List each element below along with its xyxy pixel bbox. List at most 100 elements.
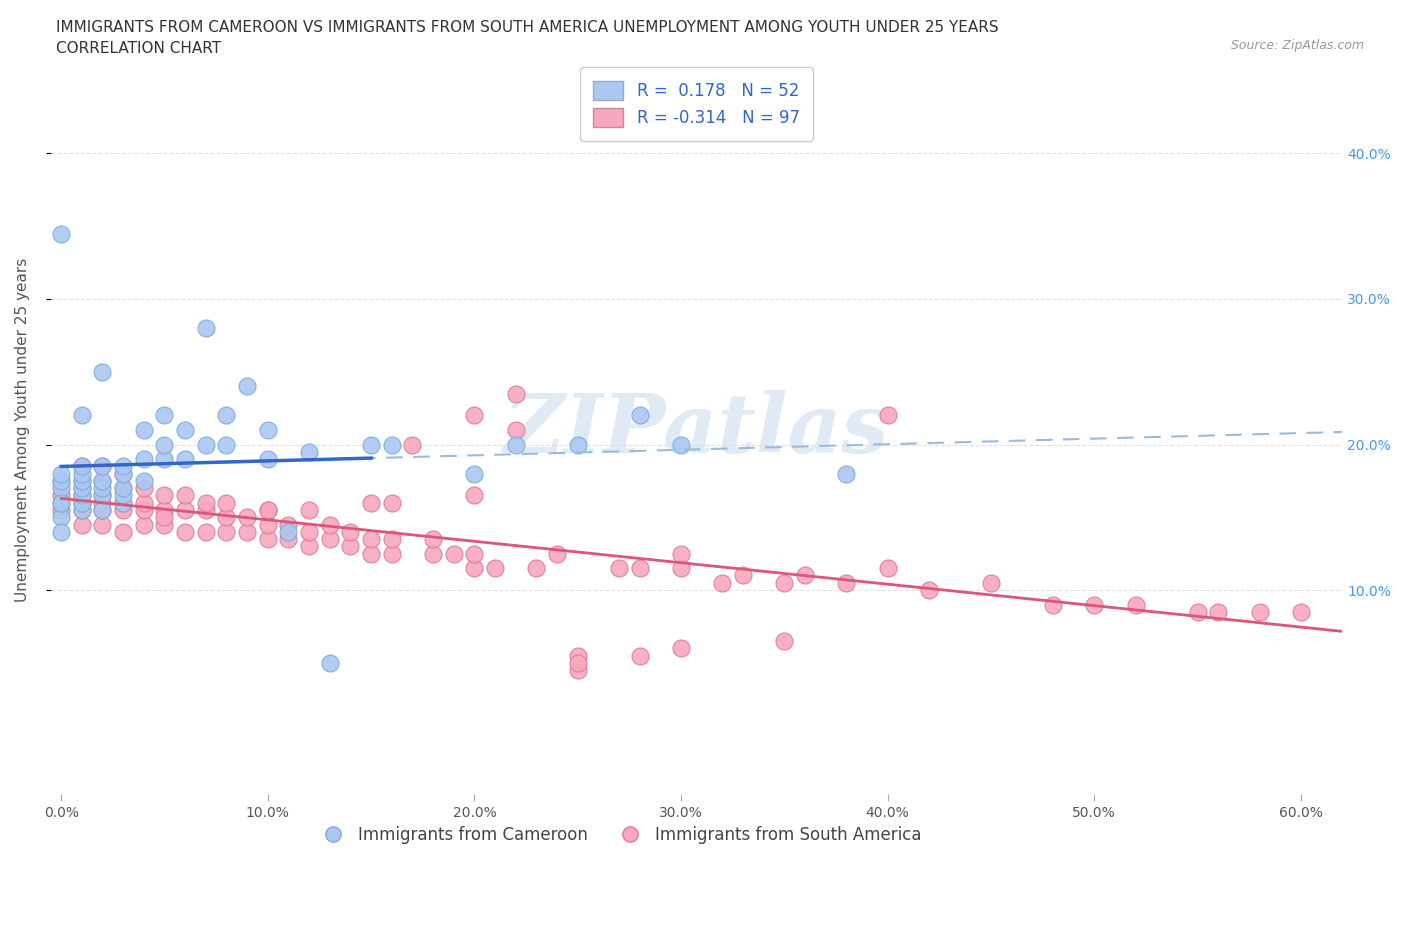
Point bbox=[51, 496, 73, 511]
Point bbox=[381, 437, 404, 452]
Point bbox=[112, 488, 135, 503]
Point bbox=[236, 510, 259, 525]
Point bbox=[1206, 604, 1229, 619]
Point bbox=[153, 437, 176, 452]
Point bbox=[51, 496, 73, 511]
Point bbox=[381, 496, 404, 511]
Point bbox=[711, 576, 734, 591]
Point bbox=[1289, 604, 1312, 619]
Point bbox=[1249, 604, 1271, 619]
Text: ZIPatlas: ZIPatlas bbox=[503, 390, 890, 470]
Point bbox=[132, 452, 155, 467]
Point bbox=[91, 496, 114, 511]
Point bbox=[215, 437, 238, 452]
Point bbox=[422, 546, 444, 561]
Point bbox=[174, 502, 197, 517]
Point bbox=[132, 496, 155, 511]
Point bbox=[567, 656, 589, 671]
Point bbox=[339, 539, 361, 554]
Point bbox=[628, 408, 651, 423]
Point bbox=[70, 502, 93, 517]
Point bbox=[669, 561, 692, 576]
Point bbox=[256, 452, 278, 467]
Point bbox=[194, 437, 217, 452]
Point bbox=[91, 517, 114, 532]
Point bbox=[401, 437, 423, 452]
Point bbox=[70, 488, 93, 503]
Point bbox=[112, 458, 135, 473]
Point bbox=[112, 466, 135, 481]
Point bbox=[277, 525, 299, 539]
Point bbox=[628, 561, 651, 576]
Point bbox=[505, 386, 527, 401]
Point bbox=[215, 496, 238, 511]
Point bbox=[669, 641, 692, 656]
Point bbox=[319, 656, 342, 671]
Point bbox=[70, 481, 93, 496]
Point bbox=[174, 525, 197, 539]
Point bbox=[51, 473, 73, 488]
Point bbox=[132, 422, 155, 437]
Point bbox=[669, 546, 692, 561]
Point bbox=[70, 496, 93, 511]
Point bbox=[546, 546, 568, 561]
Point bbox=[51, 488, 73, 503]
Point bbox=[91, 458, 114, 473]
Point bbox=[51, 502, 73, 517]
Point bbox=[51, 466, 73, 481]
Point bbox=[132, 517, 155, 532]
Point bbox=[256, 532, 278, 547]
Point bbox=[51, 473, 73, 488]
Point bbox=[319, 517, 342, 532]
Point bbox=[51, 510, 73, 525]
Text: IMMIGRANTS FROM CAMEROON VS IMMIGRANTS FROM SOUTH AMERICA UNEMPLOYMENT AMONG YOU: IMMIGRANTS FROM CAMEROON VS IMMIGRANTS F… bbox=[56, 20, 998, 35]
Point bbox=[112, 502, 135, 517]
Point bbox=[277, 532, 299, 547]
Point bbox=[980, 576, 1002, 591]
Point bbox=[174, 452, 197, 467]
Point bbox=[70, 488, 93, 503]
Point bbox=[381, 546, 404, 561]
Point bbox=[835, 576, 858, 591]
Point bbox=[51, 226, 73, 241]
Point bbox=[70, 481, 93, 496]
Point bbox=[174, 488, 197, 503]
Point bbox=[505, 437, 527, 452]
Point bbox=[876, 561, 898, 576]
Point bbox=[918, 582, 941, 597]
Y-axis label: Unemployment Among Youth under 25 years: Unemployment Among Youth under 25 years bbox=[15, 258, 30, 602]
Point bbox=[463, 488, 485, 503]
Point bbox=[567, 663, 589, 678]
Point bbox=[70, 502, 93, 517]
Point bbox=[70, 408, 93, 423]
Point bbox=[153, 510, 176, 525]
Point bbox=[91, 481, 114, 496]
Point bbox=[256, 502, 278, 517]
Point bbox=[194, 496, 217, 511]
Point bbox=[51, 525, 73, 539]
Point bbox=[463, 546, 485, 561]
Point bbox=[194, 321, 217, 336]
Point bbox=[112, 466, 135, 481]
Point bbox=[112, 481, 135, 496]
Text: Source: ZipAtlas.com: Source: ZipAtlas.com bbox=[1230, 39, 1364, 52]
Point bbox=[153, 488, 176, 503]
Point bbox=[463, 466, 485, 481]
Point bbox=[835, 466, 858, 481]
Point bbox=[132, 473, 155, 488]
Point bbox=[628, 648, 651, 663]
Point bbox=[70, 473, 93, 488]
Point bbox=[112, 525, 135, 539]
Point bbox=[1187, 604, 1209, 619]
Point bbox=[194, 525, 217, 539]
Legend: Immigrants from Cameroon, Immigrants from South America: Immigrants from Cameroon, Immigrants fro… bbox=[311, 819, 928, 851]
Point bbox=[360, 496, 382, 511]
Point bbox=[215, 525, 238, 539]
Point bbox=[567, 648, 589, 663]
Point bbox=[70, 466, 93, 481]
Point bbox=[731, 568, 754, 583]
Point bbox=[526, 561, 548, 576]
Point bbox=[153, 517, 176, 532]
Point bbox=[91, 473, 114, 488]
Point bbox=[607, 561, 630, 576]
